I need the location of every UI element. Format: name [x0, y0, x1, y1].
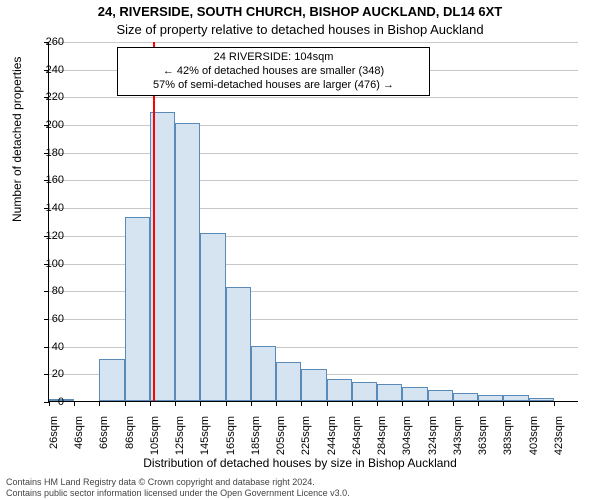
x-tick-label: 205sqm	[275, 416, 287, 466]
x-tick-label: 403sqm	[528, 416, 540, 466]
histogram-bar	[327, 379, 352, 401]
footer-credits: Contains HM Land Registry data © Crown c…	[6, 477, 350, 498]
x-tick-mark	[175, 401, 176, 406]
plot-inner: 24 RIVERSIDE: 104sqm← 42% of detached ho…	[48, 42, 578, 402]
y-tick-label: 0	[58, 396, 64, 408]
chart-title-address: 24, RIVERSIDE, SOUTH CHURCH, BISHOP AUCK…	[0, 4, 600, 19]
histogram-bar	[428, 390, 453, 401]
gridline	[49, 97, 578, 98]
histogram-bar	[503, 395, 528, 401]
x-tick-label: 383sqm	[502, 416, 514, 466]
y-tick-mark	[44, 374, 49, 375]
histogram-bar	[301, 369, 326, 401]
histogram-bar	[226, 287, 251, 401]
y-tick-label: 140	[46, 202, 64, 214]
callout-line: 24 RIVERSIDE: 104sqm	[124, 51, 423, 65]
y-tick-label: 220	[46, 91, 64, 103]
x-tick-mark	[453, 401, 454, 406]
x-tick-label: 86sqm	[124, 416, 136, 466]
chart-title-sub: Size of property relative to detached ho…	[0, 22, 600, 37]
x-tick-mark	[251, 401, 252, 406]
x-tick-label: 185sqm	[250, 416, 262, 466]
x-tick-mark	[49, 401, 50, 406]
x-tick-mark	[529, 401, 530, 406]
x-tick-mark	[276, 401, 277, 406]
x-tick-label: 363sqm	[477, 416, 489, 466]
histogram-bar	[175, 123, 200, 401]
x-tick-mark	[503, 401, 504, 406]
x-tick-mark	[226, 401, 227, 406]
histogram-bar	[377, 384, 402, 401]
histogram-plot: 24 RIVERSIDE: 104sqm← 42% of detached ho…	[48, 42, 578, 402]
x-tick-label: 46sqm	[73, 416, 85, 466]
histogram-bar	[352, 382, 377, 401]
y-tick-label: 100	[46, 258, 64, 270]
y-tick-label: 120	[46, 230, 64, 242]
callout-line: 57% of semi-detached houses are larger (…	[124, 79, 423, 93]
callout-line: ← 42% of detached houses are smaller (34…	[124, 65, 423, 79]
x-tick-mark	[402, 401, 403, 406]
histogram-bar	[276, 362, 301, 401]
y-tick-mark	[44, 319, 49, 320]
histogram-bar	[453, 393, 478, 401]
x-tick-label: 324sqm	[427, 416, 439, 466]
y-tick-label: 60	[52, 313, 64, 325]
y-tick-label: 260	[46, 36, 64, 48]
y-tick-label: 180	[46, 147, 64, 159]
x-tick-label: 66sqm	[98, 416, 110, 466]
x-tick-mark	[74, 401, 75, 406]
footer-line-1: Contains HM Land Registry data © Crown c…	[6, 477, 350, 487]
histogram-bar	[125, 217, 150, 401]
gridline	[49, 153, 578, 154]
x-tick-label: 145sqm	[199, 416, 211, 466]
histogram-bar	[99, 359, 124, 401]
y-tick-label: 160	[46, 174, 64, 186]
y-tick-label: 80	[52, 285, 64, 297]
x-tick-mark	[554, 401, 555, 406]
y-tick-label: 200	[46, 119, 64, 131]
x-tick-label: 125sqm	[174, 416, 186, 466]
y-axis-label: Number of detached properties	[10, 57, 24, 222]
x-tick-label: 26sqm	[48, 416, 60, 466]
x-tick-label: 165sqm	[225, 416, 237, 466]
footer-line-2: Contains public sector information licen…	[6, 488, 350, 498]
y-tick-label: 40	[52, 341, 64, 353]
histogram-bar	[529, 398, 554, 401]
x-tick-mark	[125, 401, 126, 406]
x-tick-mark	[377, 401, 378, 406]
x-tick-label: 423sqm	[553, 416, 565, 466]
x-tick-label: 264sqm	[351, 416, 363, 466]
x-tick-label: 244sqm	[326, 416, 338, 466]
gridline	[49, 42, 578, 43]
y-tick-label: 240	[46, 64, 64, 76]
x-tick-mark	[327, 401, 328, 406]
x-tick-mark	[150, 401, 151, 406]
x-tick-label: 304sqm	[401, 416, 413, 466]
x-tick-label: 105sqm	[149, 416, 161, 466]
x-tick-mark	[301, 401, 302, 406]
callout-box: 24 RIVERSIDE: 104sqm← 42% of detached ho…	[117, 47, 430, 96]
x-tick-mark	[352, 401, 353, 406]
x-tick-mark	[428, 401, 429, 406]
y-tick-mark	[44, 291, 49, 292]
histogram-bar	[478, 395, 503, 401]
histogram-bar	[200, 233, 225, 401]
y-tick-label: 20	[52, 368, 64, 380]
gridline	[49, 208, 578, 209]
gridline	[49, 180, 578, 181]
x-tick-label: 284sqm	[376, 416, 388, 466]
x-tick-mark	[200, 401, 201, 406]
gridline	[49, 125, 578, 126]
x-tick-mark	[99, 401, 100, 406]
x-tick-mark	[478, 401, 479, 406]
x-tick-label: 343sqm	[452, 416, 464, 466]
histogram-bar	[402, 387, 427, 401]
histogram-bar	[251, 346, 276, 401]
y-tick-mark	[44, 347, 49, 348]
x-tick-label: 225sqm	[300, 416, 312, 466]
